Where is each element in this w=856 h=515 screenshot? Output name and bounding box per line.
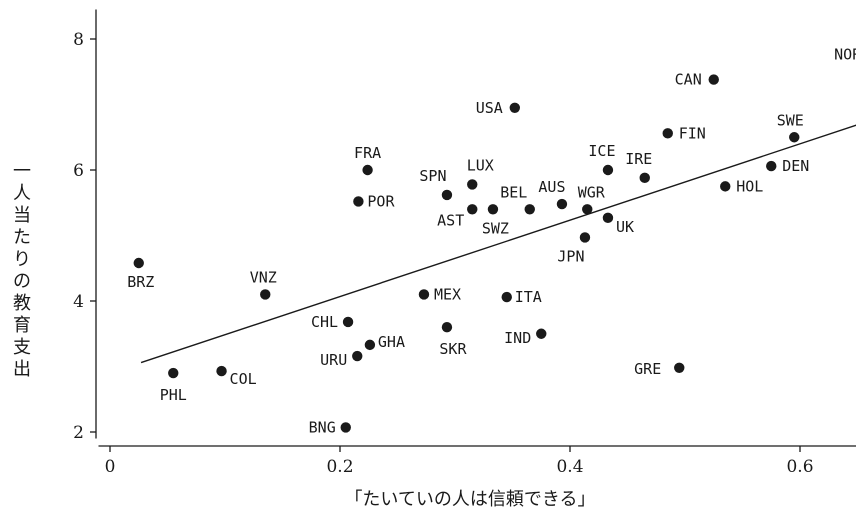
point-label-wgr: WGR	[578, 183, 606, 201]
point-label-den: DEN	[782, 157, 809, 175]
x-tick-label: 0.4	[556, 457, 583, 477]
x-tick-label: 0	[105, 457, 116, 477]
point-label-ast: AST	[437, 211, 464, 229]
data-point-den	[766, 160, 777, 172]
point-label-swz: SWZ	[482, 219, 509, 237]
point-label-mex: MEX	[434, 285, 461, 303]
data-point-uru	[352, 350, 363, 362]
data-point-col	[216, 365, 227, 377]
point-label-uk: UK	[616, 218, 634, 236]
point-label-ice: ICE	[588, 142, 615, 160]
data-point-ire	[639, 172, 650, 184]
data-point-aus	[556, 198, 568, 210]
data-point-ice	[602, 164, 614, 176]
point-label-fin: FIN	[679, 124, 706, 142]
point-label-nor: NOR	[834, 46, 856, 64]
point-label-chl: CHL	[311, 313, 338, 331]
data-point-hol	[720, 181, 731, 192]
data-point-ita	[501, 291, 512, 303]
data-point-can	[708, 74, 719, 85]
point-label-brz: BRZ	[127, 273, 154, 291]
point-label-spn: SPN	[419, 167, 446, 185]
y-tick-label: 8	[73, 30, 84, 50]
point-label-gha: GHA	[378, 333, 405, 351]
point-label-ita: ITA	[515, 288, 542, 306]
y-tick-label: 4	[73, 292, 84, 312]
point-label-usa: USA	[476, 99, 503, 117]
point-label-col: COL	[230, 370, 257, 388]
data-point-spn	[441, 189, 453, 201]
data-point-fin	[662, 128, 673, 139]
data-point-usa	[509, 102, 520, 113]
point-label-fra: FRA	[354, 144, 381, 162]
y-axis-title: 一人当たりの教育支出	[13, 161, 31, 380]
data-point-wgr	[582, 204, 593, 215]
data-point-bng	[340, 422, 351, 433]
data-point-phl	[168, 367, 179, 379]
data-point-brz	[133, 257, 144, 269]
point-label-can: CAN	[675, 71, 702, 89]
data-point-jpn	[579, 232, 591, 243]
point-label-ind: IND	[504, 329, 531, 347]
point-label-bng: BNG	[309, 418, 336, 436]
point-label-aus: AUS	[538, 178, 565, 196]
trend-line-group	[140, 124, 856, 364]
trend-line	[140, 124, 856, 364]
data-point-ind	[536, 328, 547, 339]
data-point-skr	[441, 322, 453, 333]
point-label-phl: PHL	[160, 386, 187, 404]
data-point-por	[353, 196, 364, 207]
point-label-skr: SKR	[439, 340, 467, 358]
data-point-ast	[467, 204, 478, 215]
point-label-uru: URU	[320, 351, 347, 369]
point-label-swe: SWE	[777, 111, 804, 129]
point-label-gre: GRE	[634, 360, 661, 378]
point-label-bel: BEL	[500, 183, 527, 201]
data-point-vnz	[260, 289, 271, 300]
data-point-swe	[789, 132, 800, 143]
data-point-uk	[602, 212, 614, 224]
data-point-gha	[364, 339, 376, 351]
axes: 2 4 6 8 0 0.2 0.4 0.6	[73, 9, 856, 477]
data-point-bel	[524, 204, 535, 215]
point-label-ire: IRE	[625, 150, 652, 168]
x-tick-label: 0.6	[786, 457, 813, 477]
data-point-chl	[342, 316, 354, 328]
point-label-lux: LUX	[467, 156, 494, 174]
y-tick-label: 2	[73, 423, 84, 443]
point-label-por: POR	[367, 192, 395, 210]
x-axis-title: 「たいていの人は信頼できる」	[344, 489, 595, 510]
point-label-vnz: VNZ	[250, 268, 277, 286]
data-points	[133, 74, 800, 433]
point-label-hol: HOL	[736, 177, 763, 195]
data-point-fra	[362, 164, 373, 176]
point-label-jpn: JPN	[557, 247, 584, 265]
x-tick-label: 0.2	[326, 457, 353, 477]
data-point-swz	[487, 204, 499, 215]
data-point-gre	[674, 362, 685, 374]
point-labels: NOR CAN USA FIN SWE DEN FRA ICE IRE LUX HOL SPN POR A…	[127, 46, 856, 437]
data-point-mex	[418, 289, 430, 300]
y-tick-label: 6	[73, 161, 84, 181]
data-point-lux	[467, 179, 478, 190]
